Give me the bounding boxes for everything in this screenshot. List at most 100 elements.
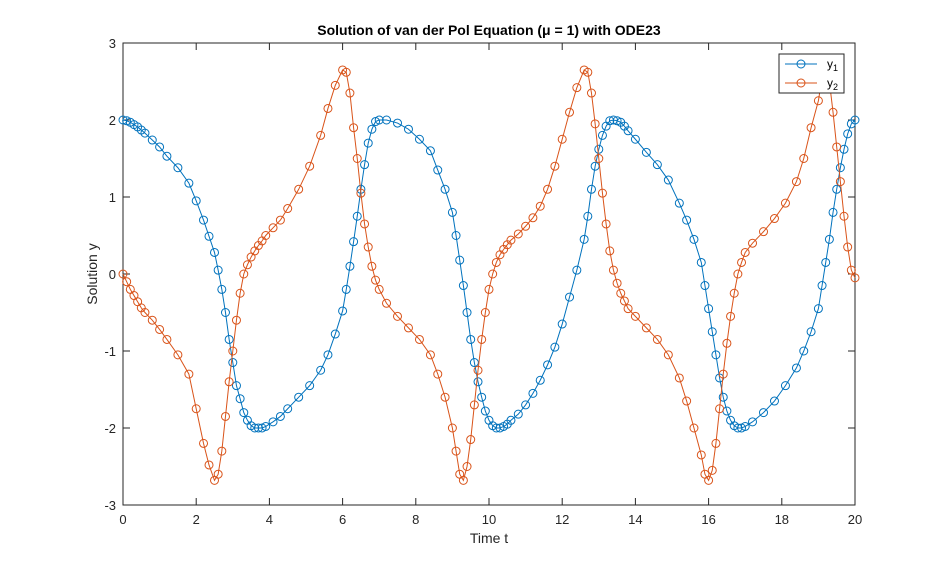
data-point-y2 — [217, 446, 227, 456]
data-point-y2 — [630, 311, 640, 321]
data-point-y1 — [147, 135, 157, 145]
y-tick-label: 2 — [109, 113, 116, 128]
data-point-y1 — [586, 184, 596, 194]
data-point-y2 — [535, 201, 545, 211]
data-point-y1 — [817, 281, 827, 291]
data-point-y2 — [718, 369, 728, 379]
data-point-y2 — [447, 423, 457, 433]
data-point-y1 — [363, 138, 373, 148]
data-point-y2 — [488, 269, 498, 279]
data-point-y1 — [740, 421, 750, 431]
data-point-y2 — [835, 177, 845, 187]
legend-marker — [796, 59, 806, 69]
data-point-y1 — [466, 334, 476, 344]
data-point-y2 — [799, 154, 809, 163]
data-point-y2 — [294, 184, 304, 194]
data-point-y1 — [155, 142, 165, 152]
data-point-y2 — [605, 246, 615, 256]
data-point-y2 — [440, 392, 450, 402]
data-point-y2 — [616, 288, 626, 298]
data-point-y2 — [583, 67, 593, 77]
data-point-y2 — [184, 369, 194, 379]
data-point-y2 — [707, 465, 717, 475]
data-point-y1 — [579, 234, 589, 244]
data-point-y1 — [250, 423, 260, 433]
data-point-y1 — [469, 358, 479, 368]
data-point-y1 — [330, 329, 340, 339]
data-point-y1 — [506, 415, 516, 425]
data-point-y2 — [458, 475, 468, 485]
data-point-y1 — [594, 144, 604, 154]
data-point-y2 — [623, 304, 633, 314]
data-point-y1 — [704, 304, 714, 314]
data-point-y1 — [440, 184, 450, 194]
data-point-y2 — [345, 88, 355, 98]
data-point-y1 — [480, 406, 490, 416]
data-point-y1 — [605, 116, 615, 126]
data-point-y2 — [521, 221, 531, 231]
x-tick-label: 0 — [119, 512, 126, 527]
data-point-y1 — [528, 388, 538, 398]
data-point-y2 — [356, 188, 366, 198]
data-point-y2 — [466, 435, 476, 445]
data-point-y1 — [477, 392, 487, 402]
data-point-y2 — [231, 315, 241, 325]
data-point-y1 — [224, 334, 234, 344]
x-tick-label: 18 — [775, 512, 789, 527]
legend-label: y1 — [827, 57, 838, 73]
legend-marker — [796, 78, 806, 88]
y-tick-label: 1 — [109, 190, 116, 205]
data-point-y1 — [403, 124, 413, 134]
data-point-y1 — [663, 175, 673, 185]
data-point-y1 — [235, 394, 245, 404]
data-point-y1 — [521, 400, 531, 410]
data-point-y1 — [305, 381, 315, 391]
data-point-y1 — [191, 196, 201, 206]
data-point-y2 — [839, 211, 849, 221]
data-point-y2 — [235, 288, 245, 298]
data-point-y1 — [228, 358, 238, 368]
data-point-y2 — [590, 119, 600, 129]
x-tick-label: 4 — [266, 512, 273, 527]
data-point-y2 — [363, 242, 373, 252]
data-point-y1 — [204, 231, 214, 241]
data-point-y1 — [572, 265, 582, 275]
data-point-y2 — [140, 308, 150, 317]
data-point-y2 — [305, 161, 315, 171]
data-point-y2 — [382, 298, 392, 308]
data-point-y1 — [806, 327, 816, 337]
data-point-y1 — [458, 281, 468, 291]
data-point-y2 — [283, 204, 293, 214]
data-point-y1 — [473, 377, 483, 387]
data-point-y2 — [352, 154, 362, 163]
data-point-y1 — [630, 134, 640, 144]
data-point-y2 — [682, 396, 692, 406]
x-tick-label: 16 — [701, 512, 715, 527]
data-point-y1 — [220, 308, 230, 317]
data-point-y2 — [480, 308, 490, 317]
legend-item-y1: y1 — [785, 57, 838, 73]
data-point-y2 — [147, 315, 157, 325]
data-point-y1 — [674, 198, 684, 208]
data-point-y2 — [224, 377, 234, 387]
data-point-y2 — [601, 219, 611, 229]
data-point-y1 — [550, 342, 560, 352]
data-point-y2 — [846, 265, 856, 275]
data-point-y2 — [239, 269, 249, 279]
data-point-y1 — [835, 163, 845, 173]
x-tick-label: 20 — [848, 512, 862, 527]
data-point-y2 — [433, 369, 443, 379]
data-point-y2 — [477, 334, 487, 344]
data-point-y2 — [715, 404, 725, 414]
data-point-y1 — [261, 421, 271, 431]
data-point-y2 — [275, 215, 285, 225]
data-point-y1 — [689, 234, 699, 244]
data-point-y2 — [704, 475, 714, 485]
data-point-y1 — [821, 257, 831, 267]
data-point-y1 — [843, 129, 853, 139]
data-point-y1 — [367, 124, 377, 134]
legend-item-y2: y2 — [785, 76, 838, 92]
data-point-y2 — [557, 134, 567, 144]
data-point-y2 — [316, 130, 326, 140]
